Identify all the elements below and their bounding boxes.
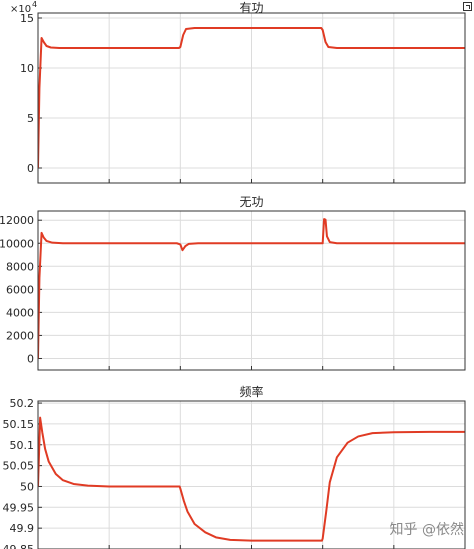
axes-box	[37, 210, 466, 371]
y-tick-label: 50.2	[10, 397, 35, 410]
y-tick-label: 0	[27, 162, 34, 175]
chart-title: 无功	[239, 195, 263, 209]
series-line	[38, 416, 465, 542]
y-tick-label: 6000	[6, 283, 34, 296]
y-tick-label: 0	[27, 352, 34, 365]
axes-box	[37, 400, 466, 549]
y-tick-label: 10000	[0, 237, 34, 250]
chart-panel-2: 0 2000 4000 6000 8000 10000 12000 无功	[0, 195, 466, 371]
y-exponent-power: 4	[32, 0, 37, 9]
expand-icon[interactable]	[463, 2, 472, 11]
axes-box	[37, 12, 466, 184]
chart-panel-1: 0 5 10 15 有功 ×10 4	[10, 0, 466, 184]
series-line	[38, 218, 465, 359]
chart-title: 有功	[239, 1, 263, 15]
chart-panel-3: 49.85 49.9 49.95 50 50.05 50.1 50.15 50.2 频率	[3, 384, 466, 549]
y-tick-label: 50.1	[10, 439, 35, 452]
y-tick-label: 2000	[6, 329, 34, 342]
watermark: 知乎 @依然	[389, 522, 464, 538]
y-tick-label: 8000	[6, 260, 34, 273]
y-tick-label: 49.95	[3, 501, 35, 514]
y-tick-label: 15	[20, 12, 34, 25]
y-tick-label: 4000	[6, 306, 34, 319]
y-tick-label: 50.15	[3, 418, 35, 431]
y-tick-label: 49.85	[3, 543, 35, 549]
series-line	[38, 27, 465, 169]
y-tick-label: 50.05	[3, 460, 35, 473]
y-exponent-label: ×10	[10, 4, 31, 15]
y-tick-label: 10	[20, 62, 34, 75]
y-tick-label: 50	[20, 480, 34, 493]
chart-title: 频率	[239, 384, 263, 399]
y-tick-label: 5	[27, 112, 34, 125]
y-tick-label: 12000	[0, 214, 34, 227]
y-tick-label: 49.9	[10, 522, 35, 535]
